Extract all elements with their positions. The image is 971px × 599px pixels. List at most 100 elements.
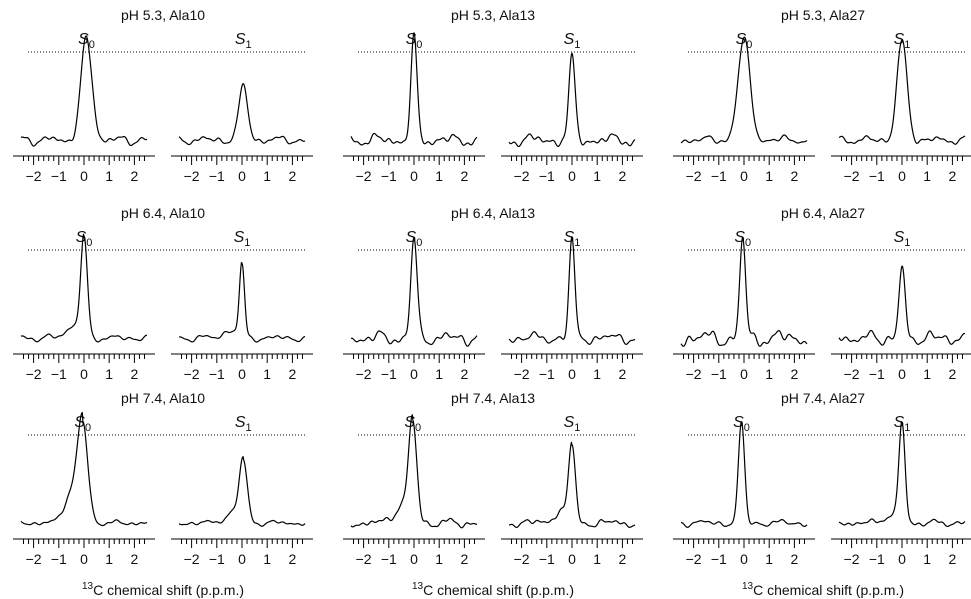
x-tick-label: 0 [898, 551, 906, 567]
x-tick-label: 0 [740, 551, 748, 567]
series-label: S1 [564, 414, 581, 434]
x-axis-title-superscript: 13 [82, 581, 94, 592]
x-tick-label: 2 [461, 366, 469, 382]
x-tick-label: −1 [869, 551, 885, 567]
x-tick-label: 0 [568, 551, 576, 567]
series-subscript: 0 [89, 39, 95, 51]
series-subscript: 0 [416, 237, 422, 249]
series-name: S [406, 31, 417, 48]
x-tick-label: −1 [711, 168, 727, 184]
x-axis-title-text: C chemical shift (p.p.m.) [93, 582, 244, 598]
series-name: S [894, 229, 905, 246]
series-name: S [564, 31, 575, 48]
x-tick-label: −1 [711, 551, 727, 567]
x-tick-label: 2 [949, 366, 957, 382]
series-subscript: 0 [86, 237, 92, 249]
series-subscript: 0 [744, 422, 750, 434]
spectrum-trace [350, 32, 478, 146]
x-tick-label: 0 [568, 366, 576, 382]
series-label: S0 [406, 31, 423, 51]
x-tick-label: −2 [184, 366, 200, 382]
panel-title: pH 5.3, Ala27 [781, 7, 865, 23]
series-name: S [235, 414, 246, 431]
x-tick-label: 1 [765, 168, 773, 184]
x-tick-label: 2 [949, 551, 957, 567]
x-tick-label: −1 [869, 366, 885, 382]
panel-title: pH 5.3, Ala10 [121, 7, 205, 23]
x-tick-label: −2 [686, 551, 702, 567]
panel-title: pH 6.4, Ala13 [451, 205, 535, 221]
x-tick-label: 2 [461, 551, 469, 567]
x-tick-label: 2 [289, 168, 297, 184]
x-tick-label: 2 [619, 551, 627, 567]
x-tick-label: −1 [869, 168, 885, 184]
panel-title: pH 7.4, Ala13 [451, 390, 535, 406]
series-subscript: 1 [904, 422, 910, 434]
x-tick-label: 0 [238, 366, 246, 382]
spectrum-trace [350, 414, 478, 529]
x-tick-label: 2 [619, 168, 627, 184]
x-axis-title: 13C chemical shift (p.p.m.) [412, 581, 574, 598]
series-name: S [894, 414, 905, 431]
series-label: S0 [78, 31, 95, 51]
x-axis-title: 13C chemical shift (p.p.m.) [82, 581, 244, 598]
x-tick-label: −1 [381, 366, 397, 382]
x-axis-title: 13C chemical shift (p.p.m.) [742, 581, 904, 598]
x-tick-label: −2 [686, 366, 702, 382]
x-tick-label: 0 [238, 168, 246, 184]
x-tick-label: 1 [765, 551, 773, 567]
x-tick-label: −2 [514, 551, 530, 567]
x-tick-label: −2 [514, 366, 530, 382]
x-tick-label: 2 [949, 168, 957, 184]
spectrum-trace [838, 265, 966, 346]
x-tick-label: −2 [844, 551, 860, 567]
series-label: S0 [734, 229, 751, 249]
x-tick-label: 2 [791, 168, 799, 184]
x-axis-title-text: C chemical shift (p.p.m.) [423, 582, 574, 598]
spectrum-trace [178, 83, 306, 146]
x-tick-label: 1 [263, 168, 271, 184]
x-tick-label: 2 [289, 551, 297, 567]
series-subscript: 0 [416, 39, 422, 51]
x-tick-label: 0 [80, 168, 88, 184]
panel-title: pH 7.4, Ala27 [781, 390, 865, 406]
x-tick-label: −2 [356, 168, 372, 184]
x-tick-label: −1 [51, 551, 67, 567]
x-tick-label: 2 [791, 551, 799, 567]
spectrum-trace [680, 421, 808, 528]
series-subscript: 1 [246, 422, 252, 434]
x-tick-label: −2 [26, 168, 42, 184]
series-name: S [564, 229, 575, 246]
spectrum-trace [350, 236, 478, 347]
x-tick-label: −2 [514, 168, 530, 184]
series-label: S1 [564, 31, 581, 51]
x-tick-label: 1 [435, 551, 443, 567]
series-name: S [235, 31, 246, 48]
x-tick-label: 1 [923, 551, 931, 567]
x-tick-label: 0 [898, 168, 906, 184]
series-label: S1 [894, 229, 911, 249]
x-tick-label: 1 [765, 366, 773, 382]
series-name: S [78, 31, 89, 48]
series-subscript: 1 [574, 422, 580, 434]
x-tick-label: 2 [131, 551, 139, 567]
x-tick-label: −1 [539, 551, 555, 567]
x-tick-label: 1 [593, 551, 601, 567]
spectrum-trace [508, 236, 636, 345]
spectrum-trace [20, 35, 148, 147]
panel-title: pH 5.3, Ala13 [451, 7, 535, 23]
series-label: S1 [564, 229, 581, 249]
x-tick-label: −1 [209, 168, 225, 184]
series-label: S1 [235, 414, 252, 434]
x-tick-label: 2 [131, 366, 139, 382]
x-tick-label: 0 [80, 551, 88, 567]
x-tick-label: 1 [263, 551, 271, 567]
spectrum-trace [680, 236, 808, 347]
x-tick-label: 0 [238, 551, 246, 567]
